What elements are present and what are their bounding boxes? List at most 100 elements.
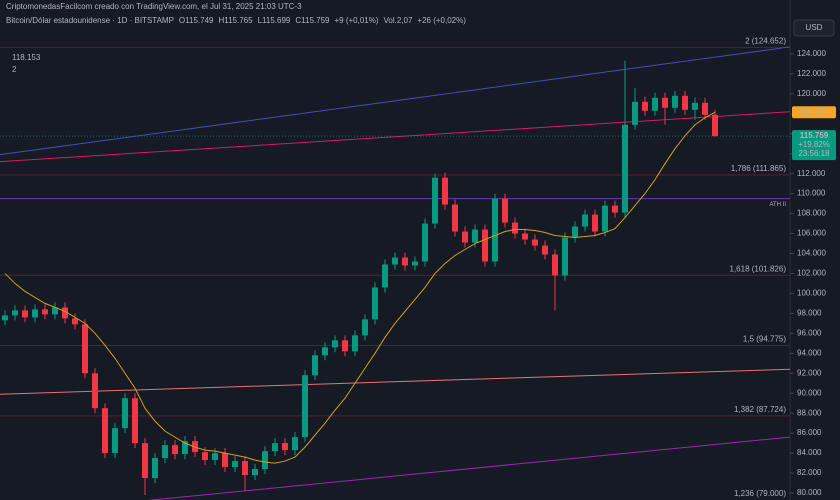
header: CriptomonedasFacilcom creado con Trading… [6, 2, 835, 74]
candle-body [512, 222, 518, 234]
y-tick-label: 122.000 [797, 69, 826, 78]
y-tick-label: 120.000 [797, 89, 826, 98]
y-tick-label: 90.000 [797, 388, 822, 397]
candle-body [482, 229, 488, 262]
y-tick-label: 98.000 [797, 308, 822, 317]
candle-body [52, 307, 58, 315]
candle-body [342, 340, 348, 352]
candle-body [132, 398, 138, 444]
candle-body [22, 310, 28, 318]
candle-body [632, 101, 638, 125]
y-tick-label: 108.000 [797, 209, 826, 218]
candle-body [312, 355, 318, 376]
candle-body [502, 198, 508, 223]
candle-body [142, 443, 148, 479]
candle-body [372, 287, 378, 320]
candle-body [662, 97, 668, 108]
plot-area: 2 (124.652) 1,786 (111.865) 1,618 (101.826… [0, 36, 790, 500]
y-tick-label: 94.000 [797, 348, 822, 357]
candle-body [462, 231, 468, 243]
price-label: 115.759 [800, 131, 829, 140]
candle-body [652, 97, 658, 111]
trend-line [0, 368, 790, 395]
candle-body [222, 453, 228, 468]
trend-line [0, 111, 790, 163]
fib-label: 1,382 (87.724) [734, 405, 786, 414]
header-item: +26 (+0,02%) [417, 16, 466, 25]
candle-body [582, 214, 588, 227]
candle-body [262, 451, 268, 470]
y-tick-label: 80.000 [797, 488, 822, 497]
candle-body [182, 441, 188, 455]
y-tick-label: 88.000 [797, 408, 822, 417]
y-tick-label: 102.000 [797, 269, 826, 278]
indicator-label: 2 [12, 65, 17, 74]
candle-body [242, 461, 248, 476]
currency-box[interactable] [793, 19, 835, 37]
chart-title: CriptomonedasFacilcom creado con Trading… [6, 2, 302, 11]
ma-legend-value: 118.153 [12, 53, 41, 62]
candle-body [412, 261, 418, 266]
candle-body [702, 102, 708, 115]
candle-body [432, 177, 438, 224]
candle-body [562, 237, 568, 276]
candle-body [152, 458, 158, 479]
y-tick-label: 106.000 [797, 229, 826, 238]
candle-body [82, 324, 88, 374]
candle-body [672, 95, 678, 108]
candle-body [522, 233, 528, 240]
candle-body [542, 245, 548, 255]
candle-body [592, 214, 598, 232]
header-item: O115.749 [179, 16, 214, 25]
candle-body [682, 95, 688, 110]
ma-price-label: 118.153 [800, 107, 829, 116]
y-tick-label: 100.000 [797, 289, 826, 298]
candle-body [572, 226, 578, 238]
candle-body [102, 408, 108, 454]
y-tick-label: 110.000 [797, 189, 826, 198]
fib-label: 2 (124.652) [745, 36, 786, 45]
candle-body [232, 461, 238, 468]
header-item: H115.765 [218, 16, 253, 25]
y-tick-label: 92.000 [797, 368, 822, 377]
currency[interactable]: USD [806, 23, 823, 32]
candle-body [712, 114, 718, 137]
candle-body [282, 443, 288, 451]
price-box [792, 130, 836, 161]
candle-body [442, 177, 448, 205]
candle-body [352, 335, 358, 352]
candle-body [302, 375, 308, 438]
candle-body [642, 101, 648, 111]
candle-body [552, 254, 558, 276]
header-item: Vol.2,07 [384, 16, 413, 25]
y-tick-label: 86.000 [797, 428, 822, 437]
y-tick-label: 124.000 [797, 49, 826, 58]
fib-label: 1,5 (94.775) [743, 335, 786, 344]
header-item: C115.759 [295, 16, 330, 25]
header-item: Bitcoin/Dólar estadounidense · 1D · BITS… [6, 16, 174, 25]
candle-body [322, 347, 328, 356]
candle-body [252, 469, 258, 476]
candle-body [422, 223, 428, 262]
ma-price-box [792, 106, 836, 119]
y-tick-label: 104.000 [797, 249, 826, 258]
candle-body [602, 205, 608, 232]
candle-body [492, 198, 498, 262]
fib-label: 1,618 (101.826) [730, 264, 787, 273]
fib-label: 1,236 (79.000) [734, 489, 786, 498]
price-axis: 80.000 82.000 84.000 86.000 88.000 90.000 92.0… [790, 49, 836, 497]
candle-body [112, 428, 118, 454]
y-tick-label: 82.000 [797, 468, 822, 477]
price-change: +19,82% [798, 140, 830, 149]
candle-body [12, 310, 18, 316]
candle-body [332, 340, 338, 348]
candle-body [402, 257, 408, 266]
candle-body [72, 318, 78, 325]
candle-body [172, 445, 178, 455]
candle-body [272, 443, 278, 452]
y-tick-label: 112.000 [797, 169, 826, 178]
candle-body [622, 124, 628, 213]
fib-label: 1,786 (111.865) [731, 164, 787, 173]
trend-line [0, 46, 790, 156]
